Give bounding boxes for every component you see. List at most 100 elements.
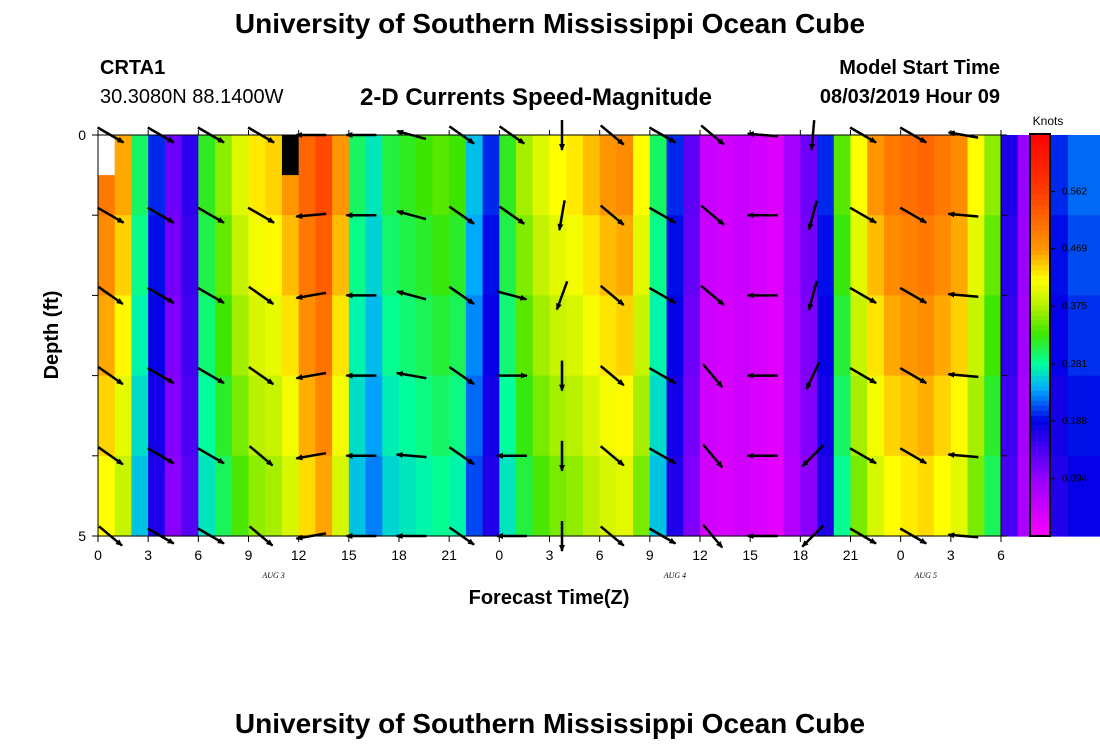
- heatmap-cell: [867, 295, 885, 377]
- heatmap-cell: [666, 295, 684, 377]
- colorbar-segment: [1030, 490, 1050, 497]
- heatmap-cell: [549, 295, 567, 377]
- x-tick-label: 12: [692, 547, 708, 563]
- heatmap-cell: [399, 295, 417, 377]
- heatmap-cell: [683, 295, 701, 377]
- y-axis: 05: [78, 127, 1007, 544]
- heatmap-cell: [766, 455, 785, 537]
- heatmap-cell: [950, 135, 969, 216]
- x-tick-label: 3: [947, 547, 955, 563]
- current-vector-arrow: [700, 204, 725, 226]
- heatmap-cell: [917, 295, 935, 377]
- heatmap-cell: [716, 375, 735, 457]
- heatmap-cell: [649, 135, 668, 216]
- heatmap-cell: [766, 135, 785, 216]
- heatmap-cell: [817, 455, 835, 537]
- heatmap-cell: [1001, 135, 1019, 216]
- colorbar-segment: [1030, 144, 1050, 150]
- heatmap-cell: [482, 135, 500, 216]
- x-tick-label: 3: [546, 547, 554, 563]
- y-axis-label: Depth (ft): [41, 291, 63, 380]
- colorbar-segment: [1030, 405, 1050, 411]
- heatmap-cell: [950, 215, 969, 296]
- colorbar-segment: [1030, 259, 1050, 266]
- heatmap-cell: [98, 455, 116, 537]
- heatmap-cell: [449, 295, 467, 377]
- current-vector-arrow: [448, 446, 475, 466]
- heatmap-cell: [666, 455, 684, 537]
- current-vector-arrow: [807, 280, 819, 311]
- heatmap-cell: [1001, 215, 1019, 296]
- heatmap-cell: [900, 135, 918, 216]
- heatmap-cell: [616, 295, 634, 377]
- colorbar-segment: [1030, 189, 1050, 195]
- colorbar-segment: [1030, 274, 1050, 281]
- heatmap-cell: [900, 295, 918, 377]
- heatmap-cell: [700, 455, 718, 537]
- current-vector-arrow: [849, 286, 877, 304]
- colorbar-segment: [1030, 324, 1050, 331]
- current-vector-arrow: [947, 291, 979, 298]
- current-vector-arrow: [147, 447, 175, 465]
- date-label: AUG 4: [663, 571, 686, 580]
- x-tick-label: 3: [144, 547, 152, 563]
- heatmap-cell: [700, 295, 718, 377]
- heatmap-cell: [532, 375, 551, 457]
- heatmap-cell: [683, 215, 701, 296]
- heatmap-cell: [833, 455, 852, 537]
- heatmap-cell: [984, 135, 1002, 216]
- colorbar-tick-label: 0.375: [1062, 301, 1087, 312]
- heatmap-cell: [633, 375, 651, 457]
- heatmap-cell: [1084, 455, 1100, 537]
- colorbar-segment: [1030, 370, 1050, 376]
- heatmap-cell: [131, 215, 149, 296]
- colorbar-segment: [1030, 460, 1050, 467]
- heatmap-cell: [566, 215, 584, 296]
- heatmap-cell: [181, 375, 199, 457]
- current-vector-arrow: [899, 206, 928, 224]
- colorbar-segment: [1030, 309, 1050, 316]
- heatmap-cell: [248, 375, 266, 457]
- current-vector-arrow: [197, 206, 225, 224]
- colorbar-segment: [1030, 239, 1050, 246]
- heatmap-cell: [382, 215, 400, 296]
- heatmap-cell: [750, 215, 768, 296]
- colorbar-segment: [1030, 510, 1050, 517]
- heatmap-cell: [582, 215, 601, 296]
- current-vector-arrow: [248, 445, 274, 467]
- heatmap-cell: [465, 295, 484, 377]
- colorbar-segment: [1030, 234, 1050, 241]
- heatmap-cell: [482, 295, 500, 377]
- heatmap-cell: [883, 375, 902, 457]
- current-vector-arrow: [801, 444, 825, 468]
- heatmap-cell: [248, 135, 266, 216]
- heatmap-cell: [633, 135, 651, 216]
- heatmap-cell: [148, 455, 166, 537]
- heatmap-cell: [833, 135, 852, 216]
- colorbar-segment: [1030, 415, 1050, 422]
- x-axis: 0 3 6 9 12 15 18 21 0 3 6 9 12 15 18 21 0 3 6 AUG 3 AUG 4 AUG…: [94, 130, 1005, 580]
- heatmap-cell: [716, 215, 735, 296]
- heatmap-cell: [281, 455, 300, 537]
- heatmap-cell: [449, 215, 467, 296]
- colorbar-segment: [1030, 345, 1050, 351]
- heatmap-cell: [465, 375, 484, 457]
- heatmap-cell: [265, 135, 283, 216]
- heatmap-cell: [967, 135, 985, 216]
- heatmap-cell: [683, 135, 701, 216]
- heatmap-cell: [532, 295, 551, 377]
- heatmap-cell: [449, 375, 467, 457]
- heatmap-cell: [649, 455, 668, 537]
- heatmap-cell: [348, 375, 367, 457]
- heatmap-cell: [399, 375, 417, 457]
- heatmap-cell: [198, 455, 216, 537]
- colorbar-segment: [1030, 304, 1050, 311]
- heatmap-cell: [131, 455, 149, 537]
- heatmap-cell: [1051, 135, 1069, 216]
- current-vector-arrow: [295, 291, 327, 300]
- heatmap-cell: [114, 375, 133, 457]
- heatmap-cell: [315, 295, 333, 377]
- heatmap-cell: [465, 135, 484, 216]
- heatmap-cell: [499, 375, 517, 457]
